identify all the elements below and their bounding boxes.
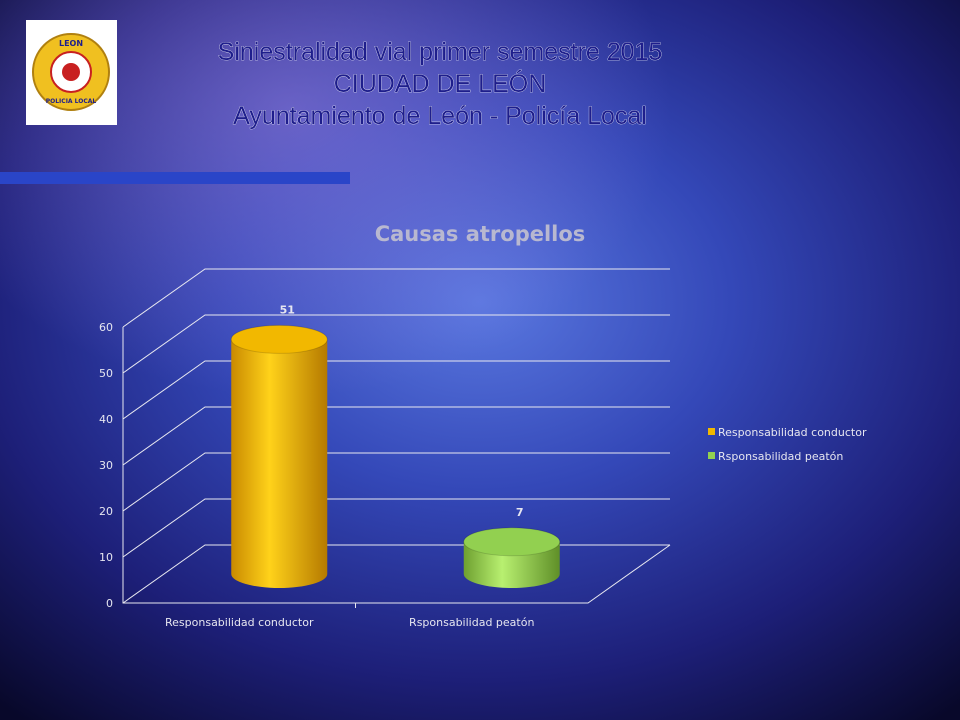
legend-swatch [708, 428, 715, 435]
data-label: 7 [516, 506, 524, 519]
grid-line [122, 360, 670, 420]
y-tick-label: 0 [106, 597, 113, 610]
legend-label: Responsabilidad conductor [718, 426, 867, 439]
y-tick-label: 50 [99, 367, 113, 380]
bar-top [230, 324, 328, 354]
slide-title: Ayuntamiento de León - Policía Local [233, 102, 647, 130]
data-label: 51 [280, 303, 295, 316]
x-tick-label: Rsponsabilidad peatón [409, 616, 534, 629]
x-tick-label: Responsabilidad conductor [165, 616, 314, 629]
y-tick-label: 30 [99, 459, 113, 472]
slide-title: Siniestralidad vial primer semestre 2015 [218, 38, 663, 66]
bar-body [231, 339, 328, 588]
bar [463, 527, 561, 588]
logo: LEON POLICIA LOCAL [26, 20, 117, 125]
grid-line [122, 314, 670, 374]
logo-bottom: POLICIA LOCAL [46, 98, 97, 105]
legend-swatch [708, 452, 715, 459]
slide-title: CIUDAD DE LEÓN [334, 69, 547, 98]
y-tick-label: 60 [99, 321, 113, 334]
grid-line [122, 452, 670, 512]
y-tick-label: 20 [99, 505, 113, 518]
y-tick-label: 10 [99, 551, 113, 564]
logo-top: LEON [59, 39, 83, 48]
grid-line [122, 406, 670, 466]
grid-line [122, 268, 670, 328]
grid-line [122, 498, 670, 558]
legend-label: Rsponsabilidad peatón [718, 450, 843, 463]
bar-top [463, 527, 561, 557]
bar [230, 324, 328, 588]
y-tick-label: 40 [99, 413, 113, 426]
logo-lion [62, 63, 80, 81]
chart-title: Causas atropellos [375, 222, 586, 246]
accent-bar [0, 172, 350, 184]
